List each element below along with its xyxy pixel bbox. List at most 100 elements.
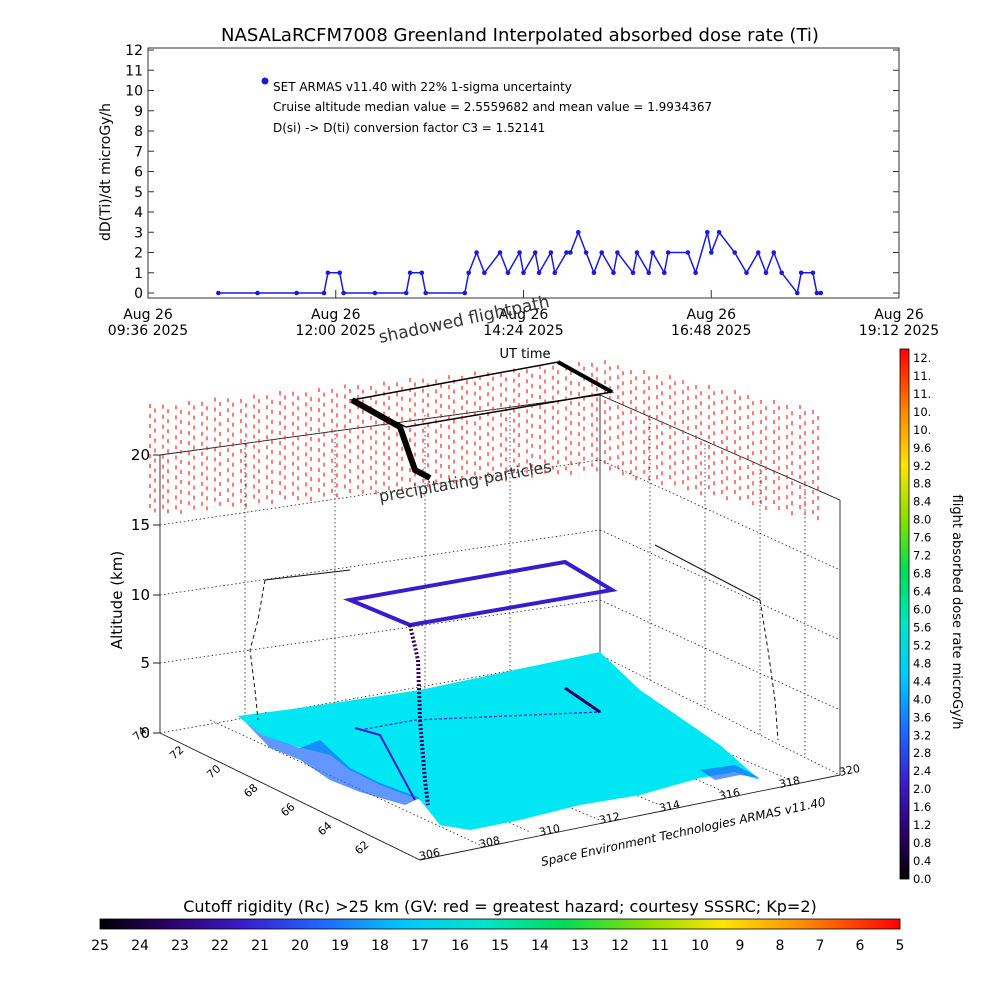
data-point (568, 250, 573, 255)
longitude-tick-label: 316 (718, 786, 741, 803)
rigidity-colorbar: Cutoff rigidity (Rc) >25 km (GV: red = g… (91, 897, 904, 954)
longitude-ticks: 306 308 310 312 314 316 318 320 (418, 762, 861, 863)
data-point (517, 250, 522, 255)
cruise-loop (342, 559, 618, 628)
data-point (321, 290, 327, 296)
rigidity-colorbar-tick-label: 11 (651, 938, 669, 954)
data-point (325, 270, 331, 276)
rigidity-colorbar-tick-label: 9 (736, 938, 745, 954)
dose-colorbar-tick-label: 6.0 (913, 603, 931, 617)
x-tick-label-time: 16:48 2025 (671, 323, 751, 339)
y-tick-label: 7 (134, 144, 143, 160)
dose-colorbar-tick-label: 5.6 (913, 620, 931, 634)
data-point (532, 250, 538, 255)
floor-path-leg (564, 686, 601, 714)
dose-colorbar-tick-label: 4.8 (913, 656, 931, 670)
longitude-tick-label: 308 (478, 834, 501, 851)
label-precipitating-particles: precipitating particles (377, 457, 553, 506)
rigidity-colorbar-tick-label: 23 (171, 938, 189, 954)
dose-colorbar-tick-label: 1.6 (913, 800, 931, 814)
wall-projection-west (249, 579, 266, 721)
latitude-tick-label: 72 (167, 743, 186, 762)
dose-colorbar-tick-label: 3.2 (913, 728, 931, 742)
data-point (814, 290, 820, 296)
x-tick-label-date: Aug 26 (686, 307, 736, 323)
x-tick-label-time: 09:36 2025 (108, 323, 188, 339)
longitude-tick-label: 310 (538, 822, 561, 839)
data-point (709, 250, 714, 255)
dose-colorbar-tick-label: 10. (913, 423, 931, 437)
wall-projection-east-top (654, 544, 761, 601)
greenland-dose-map (238, 652, 760, 830)
rigidity-colorbar-tick-label: 20 (291, 938, 309, 954)
timeseries-ylabel: dD(Ti)/dt microGy/h (98, 103, 114, 241)
rigidity-colorbar-tick-label: 24 (131, 938, 149, 954)
data-point (497, 250, 503, 255)
altitude-tick-label: 0 (140, 724, 150, 742)
dose-colorbar-tick-label: 1.2 (913, 818, 931, 832)
data-point (591, 270, 597, 276)
dose-colorbar-tick-label: 2.4 (913, 764, 931, 778)
timeseries-xlabel: UT time (500, 347, 551, 362)
x-tick-label-date: Aug 26 (311, 307, 361, 323)
annotation-sensor: SET ARMAS v11.40 with 22% 1-sigma uncert… (273, 80, 572, 94)
rigidity-colorbar-tick-label: 8 (776, 938, 785, 954)
chart-title: NASALaRCFM7008 Greenland Interpolated ab… (221, 25, 819, 46)
data-point (705, 230, 710, 235)
data-point (337, 270, 343, 276)
annotation-cruise: Cruise altitude median value = 2.5559682… (273, 100, 712, 114)
dose-colorbar-tick-label: 9.6 (913, 441, 931, 455)
wall-projection-west-top (264, 569, 351, 581)
data-point (665, 250, 671, 255)
data-point (294, 290, 299, 296)
rigidity-colorbar-ramp (99, 918, 901, 930)
greenland-coast-east (700, 765, 760, 780)
data-point (685, 250, 691, 255)
data-point (716, 230, 722, 235)
data-point (583, 250, 589, 255)
shadowed-descent (350, 397, 432, 481)
rigidity-colorbar-tick-label: 22 (211, 938, 229, 954)
legend-marker (261, 77, 269, 85)
data-point (255, 290, 260, 296)
data-point (564, 250, 569, 255)
annotation-conversion: D(si) -> D(ti) conversion factor C3 = 1.… (273, 121, 545, 135)
y-tick-label: 12 (125, 43, 143, 59)
credit-label: Space Environment Technologies ARMAS v11… (540, 795, 827, 869)
data-point (576, 230, 581, 235)
data-point (423, 290, 429, 296)
longitude-tick-label: 306 (418, 846, 441, 863)
y-tick-label: 2 (134, 246, 143, 262)
rigidity-colorbar-tick-label: 18 (371, 938, 389, 954)
data-point (466, 270, 472, 276)
data-point (552, 270, 558, 276)
y-tick-label: 5 (134, 185, 143, 201)
data-point (407, 270, 413, 276)
data-point (646, 270, 651, 276)
data-point (505, 270, 511, 276)
rigidity-colorbar-tick-label: 6 (856, 938, 865, 954)
dose-colorbar-tick-label: 7.2 (913, 549, 931, 563)
data-point (521, 270, 526, 276)
dose-colorbar-tick-label: 12. (913, 351, 931, 365)
data-point (771, 250, 777, 255)
rigidity-colorbar-tick-label: 12 (611, 938, 629, 954)
data-point (462, 290, 468, 296)
data-point (755, 250, 761, 255)
dose-colorbar-tick-label: 8.0 (913, 513, 931, 527)
data-point (536, 270, 542, 276)
dose-colorbar-tick-label: 3.6 (913, 710, 931, 724)
data-point (732, 250, 737, 255)
longitude-tick-label: 320 (838, 762, 861, 779)
rigidity-colorbar-label: Cutoff rigidity (Rc) >25 km (GV: red = g… (183, 897, 817, 916)
x-tick-label-time: 12:00 2025 (296, 323, 376, 339)
wall-projection-east (759, 599, 779, 741)
data-point (795, 290, 800, 296)
latitude-tick-label: 66 (278, 800, 297, 819)
panel-3d-box (159, 394, 841, 861)
rigidity-colorbar-tick-label: 13 (571, 938, 589, 954)
